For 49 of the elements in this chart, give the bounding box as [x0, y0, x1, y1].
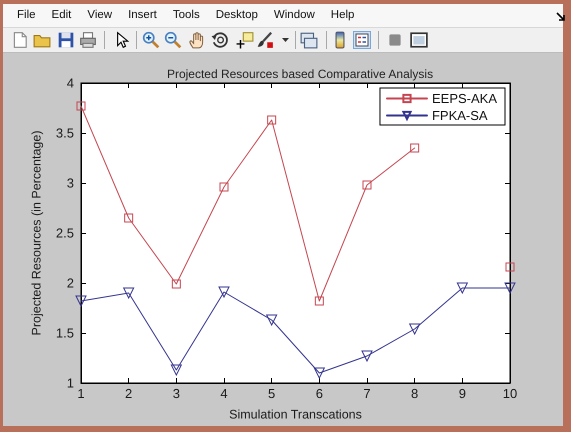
x-tick-label: 1: [77, 386, 85, 401]
x-tick-label: 3: [172, 386, 180, 401]
point: [362, 180, 372, 190]
point: [409, 324, 420, 334]
y-tick-label: 2: [66, 276, 74, 290]
x-tick-label: 5: [268, 386, 276, 401]
point: [220, 182, 228, 192]
x-tick-label: 2: [125, 386, 132, 401]
point: [123, 288, 134, 298]
point: [170, 364, 182, 376]
x-tick-label: 7: [363, 386, 371, 401]
point: [267, 116, 276, 124]
point: [362, 350, 372, 362]
y-tick-label: 3: [66, 176, 74, 190]
text: Desktop: [216, 9, 258, 22]
y-tick-label: 2.5: [56, 226, 74, 240]
text: Tools: [172, 9, 200, 22]
y-tick-label: 1: [66, 376, 74, 390]
y-axis-title: Projected Resources (in Percentage): [30, 130, 44, 336]
point: [456, 282, 468, 294]
point: [410, 144, 420, 152]
text: View: [87, 9, 112, 22]
point: [76, 102, 86, 110]
x-axis-title: Simulation Transcations: [229, 408, 362, 422]
text: Window: [274, 9, 315, 22]
chart-title: Projected Resources based Comparative Analysis: [166, 67, 434, 81]
text: File: [17, 9, 36, 22]
point: [266, 314, 278, 326]
x-tick-label: 4: [220, 386, 228, 401]
legend-label: EEPS-AKA: [432, 91, 498, 106]
text: Edit: [52, 9, 72, 22]
point: [314, 296, 324, 306]
y-tick-label: 4: [66, 76, 74, 90]
x-tick-label: 6: [316, 386, 323, 401]
point: [124, 214, 134, 222]
x-tick-label: 9: [458, 386, 466, 401]
x-tick-label: 8: [411, 386, 418, 401]
text: Help: [330, 9, 354, 22]
point: [218, 286, 230, 298]
legend-label: FPKA-SA: [432, 108, 488, 123]
point: [504, 282, 516, 294]
y-tick-label: 1.5: [56, 326, 74, 340]
text: Insert: [128, 9, 157, 22]
y-tick-label: 3.5: [56, 126, 74, 140]
point: [76, 296, 86, 306]
x-tick-label: 10: [502, 386, 518, 401]
point: [172, 280, 181, 288]
point: [314, 368, 325, 378]
point: [506, 262, 514, 272]
